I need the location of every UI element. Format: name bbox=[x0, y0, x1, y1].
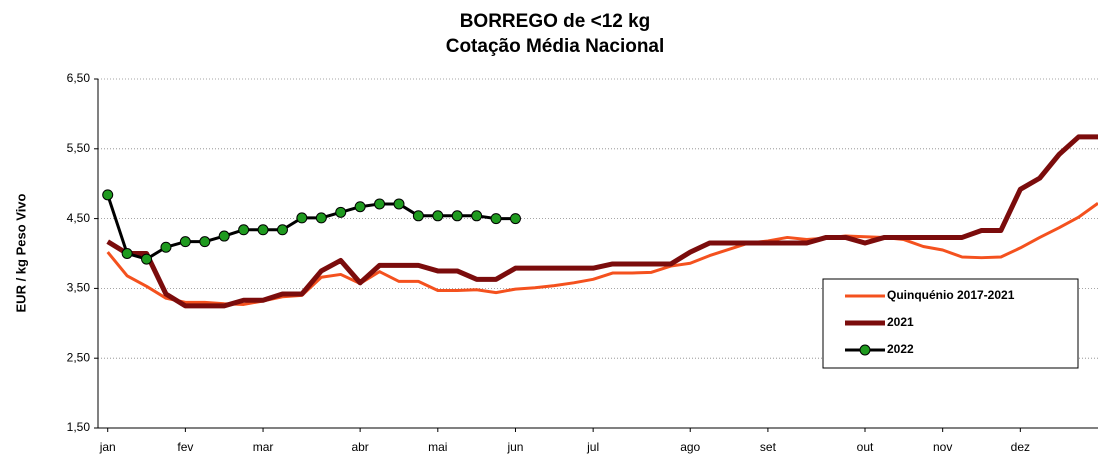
series-marker bbox=[490, 213, 502, 225]
legend-marker bbox=[859, 344, 871, 356]
legend-label: 2021 bbox=[887, 315, 914, 329]
series-marker bbox=[451, 210, 463, 222]
x-tick-label: set bbox=[760, 440, 777, 454]
x-tick-label: jun bbox=[506, 440, 523, 454]
chart-subtitle: Cotação Média Nacional bbox=[446, 36, 665, 57]
x-tick-label: jan bbox=[99, 440, 116, 454]
x-tick-label: fev bbox=[177, 440, 193, 454]
series-marker bbox=[141, 253, 153, 265]
series-line bbox=[106, 194, 516, 261]
y-tick-label: 2,50 bbox=[67, 350, 91, 364]
series-marker bbox=[199, 236, 211, 248]
y-tick-label: 1,50 bbox=[67, 420, 91, 434]
series-marker bbox=[238, 224, 250, 236]
y-tick-label: 5,50 bbox=[67, 141, 91, 155]
series-marker bbox=[296, 212, 308, 224]
x-tick-label: mai bbox=[428, 440, 447, 454]
y-tick-label: 6,50 bbox=[67, 71, 91, 85]
series-marker bbox=[257, 224, 269, 236]
series-marker bbox=[471, 210, 483, 222]
series-marker bbox=[276, 224, 288, 236]
series-marker bbox=[393, 198, 405, 210]
series-marker bbox=[412, 210, 424, 222]
x-tick-label: ago bbox=[680, 440, 700, 454]
series-marker bbox=[315, 212, 327, 224]
x-tick-label: mar bbox=[253, 440, 274, 454]
x-tick-label: nov bbox=[933, 440, 952, 454]
series-marker bbox=[179, 236, 191, 248]
series-marker bbox=[509, 213, 521, 225]
series-marker bbox=[218, 230, 230, 242]
series-marker bbox=[160, 241, 172, 253]
series-marker bbox=[121, 248, 133, 259]
legend: Quinquénio 2017-2021 2021 2022 bbox=[822, 278, 1079, 369]
x-tick-label: out bbox=[857, 440, 874, 454]
legend-label: Quinquénio 2017-2021 bbox=[887, 288, 1015, 302]
chart-title: BORREGO de <12 kg bbox=[460, 11, 651, 32]
x-tick-label: abr bbox=[351, 440, 368, 454]
y-axis-label: EUR / kg Peso Vivo bbox=[13, 193, 28, 312]
series-marker bbox=[335, 206, 347, 218]
series-marker bbox=[374, 198, 386, 210]
series-marker bbox=[102, 189, 114, 201]
y-tick-label: 3,50 bbox=[67, 281, 91, 295]
series-marker bbox=[432, 210, 444, 222]
x-tick-label: dez bbox=[1011, 440, 1030, 454]
y-tick-label: 4,50 bbox=[67, 211, 91, 225]
x-tick-label: jul bbox=[586, 440, 599, 454]
series-line bbox=[106, 134, 1098, 309]
legend-label: 2022 bbox=[887, 342, 914, 356]
series-marker bbox=[354, 201, 366, 213]
